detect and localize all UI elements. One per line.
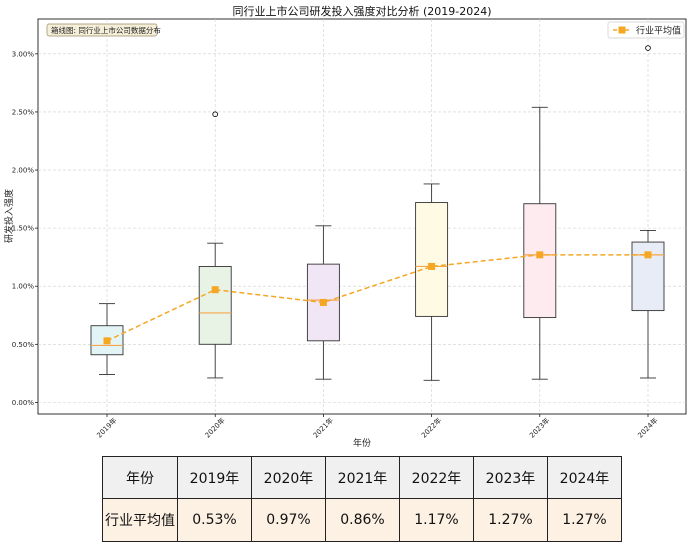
summary-table: 年份 2019年 2020年 2021年 2022年 2023年 2024年 行… <box>102 456 622 542</box>
x-tick-label: 2022年 <box>419 416 443 440</box>
table-value-cell: 1.27% <box>473 498 548 542</box>
box-plot <box>415 183 449 381</box>
table-row-label: 行业平均值 <box>102 498 178 542</box>
box-plot <box>523 106 557 380</box>
table-value-cell: 1.17% <box>399 498 474 542</box>
box-plot <box>198 111 232 379</box>
y-tick-label: 0.50% <box>12 341 35 349</box>
table-value-cell: 0.86% <box>325 498 400 542</box>
table-year-cell: 2019年 <box>177 456 252 499</box>
box-iqr <box>198 266 232 345</box>
y-tick-label: 1.50% <box>12 225 35 233</box>
y-tick-label: 2.50% <box>12 108 35 116</box>
average-point <box>644 251 652 259</box>
table-value-cell: 1.27% <box>547 498 622 542</box>
y-tick-label: 2.00% <box>12 167 35 175</box>
gridlines <box>38 19 686 414</box>
average-point <box>319 298 327 306</box>
average-point <box>211 286 219 294</box>
x-tick-label: 2023年 <box>527 416 551 440</box>
x-axis-ticks: 2019年 2020年 2021年 2022年 2023年 2024年 <box>95 414 660 440</box>
chart-title: 同行业上市公司研发投入强度对比分析 (2019-2024) <box>232 4 491 18</box>
legend: 行业平均值 <box>607 21 685 39</box>
x-tick-label: 2021年 <box>311 416 335 440</box>
distribution-note: 箱线图: 同行业上市公司数据分布 <box>46 23 161 37</box>
x-tick-label: 2019年 <box>95 416 119 440</box>
outlier-point <box>645 45 651 51</box>
x-axis-title: 年份 <box>353 437 371 449</box>
average-point <box>428 262 436 270</box>
note-box <box>46 23 158 37</box>
legend-box <box>607 21 685 39</box>
y-tick-label: 0.00% <box>12 399 35 407</box>
y-tick-label: 1.00% <box>12 283 35 291</box>
x-tick-label: 2020年 <box>203 416 227 440</box>
table-value-cell: 0.53% <box>177 498 252 542</box>
table-year-cell: 2022年 <box>399 456 474 499</box>
average-series <box>103 251 652 345</box>
legend-marker <box>618 26 626 34</box>
y-tick-label: 3.00% <box>12 50 35 58</box>
box-plot-chart: 同行业上市公司研发投入强度对比分析 (2019-2024) 0.00% 0.50%… <box>3 4 687 449</box>
table-header-label: 年份 <box>102 456 178 499</box>
y-axis-ticks: 0.00% 0.50% 1.00% 1.50% 2.00% 2.50% 3.00% <box>12 50 38 407</box>
average-point <box>536 251 544 259</box>
box-iqr <box>523 203 557 319</box>
table-year-cell: 2023年 <box>473 456 548 499</box>
y-axis-title: 研发投入强度 <box>3 189 15 243</box>
average-line <box>106 254 648 342</box>
table-year-cell: 2021年 <box>325 456 400 499</box>
legend-label: 行业平均值 <box>636 25 681 37</box>
x-tick-label: 2024年 <box>636 416 660 440</box>
table-value-row: 行业平均值 0.53% 0.97% 0.86% 1.17% 1.27% 1.27… <box>102 498 622 542</box>
outlier-point <box>212 111 219 118</box>
table-value-cell: 0.97% <box>251 498 326 542</box>
box-iqr <box>415 202 449 317</box>
note-text: 箱线图: 同行业上市公司数据分布 <box>51 25 161 35</box>
table-year-cell: 2020年 <box>251 456 326 499</box>
table-year-cell: 2024年 <box>547 456 622 499</box>
plot-area <box>37 18 687 415</box>
average-point <box>103 337 111 345</box>
box-series <box>90 45 665 381</box>
table-header-row: 年份 2019年 2020年 2021年 2022年 2023年 2024年 <box>102 456 622 499</box>
